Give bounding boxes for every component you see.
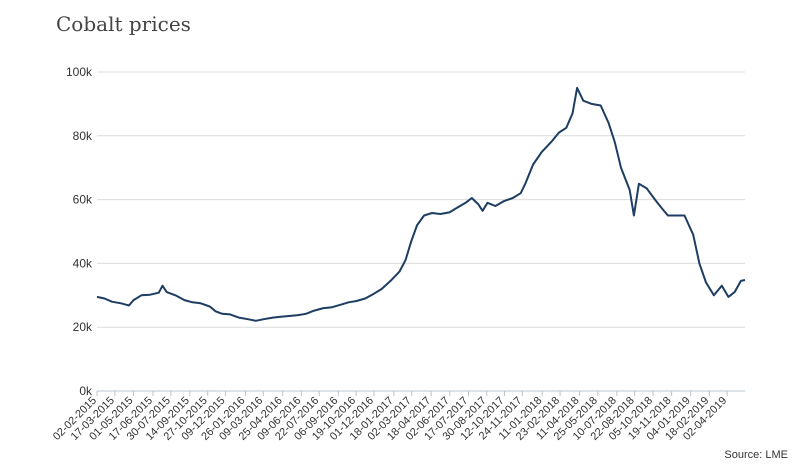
source-note: Source: LME bbox=[724, 449, 788, 461]
grid-lines bbox=[97, 71, 745, 328]
x-axis: 02-02-201517-03-201501-05-201517-06-2015… bbox=[51, 390, 745, 443]
y-tick-label: 20k bbox=[73, 320, 93, 334]
y-tick-label: 100k bbox=[66, 65, 93, 79]
series-group bbox=[96, 86, 746, 322]
price-series-line bbox=[96, 86, 746, 322]
y-tick-label: 40k bbox=[73, 256, 93, 270]
chart-title: Cobalt prices bbox=[56, 12, 191, 36]
y-tick-label: 60k bbox=[73, 193, 93, 207]
y-tick-label: 0k bbox=[79, 384, 93, 398]
y-axis-ticks: 0k 20k 40k 60k 80k 100k bbox=[66, 65, 93, 398]
y-tick-label: 80k bbox=[73, 129, 93, 143]
